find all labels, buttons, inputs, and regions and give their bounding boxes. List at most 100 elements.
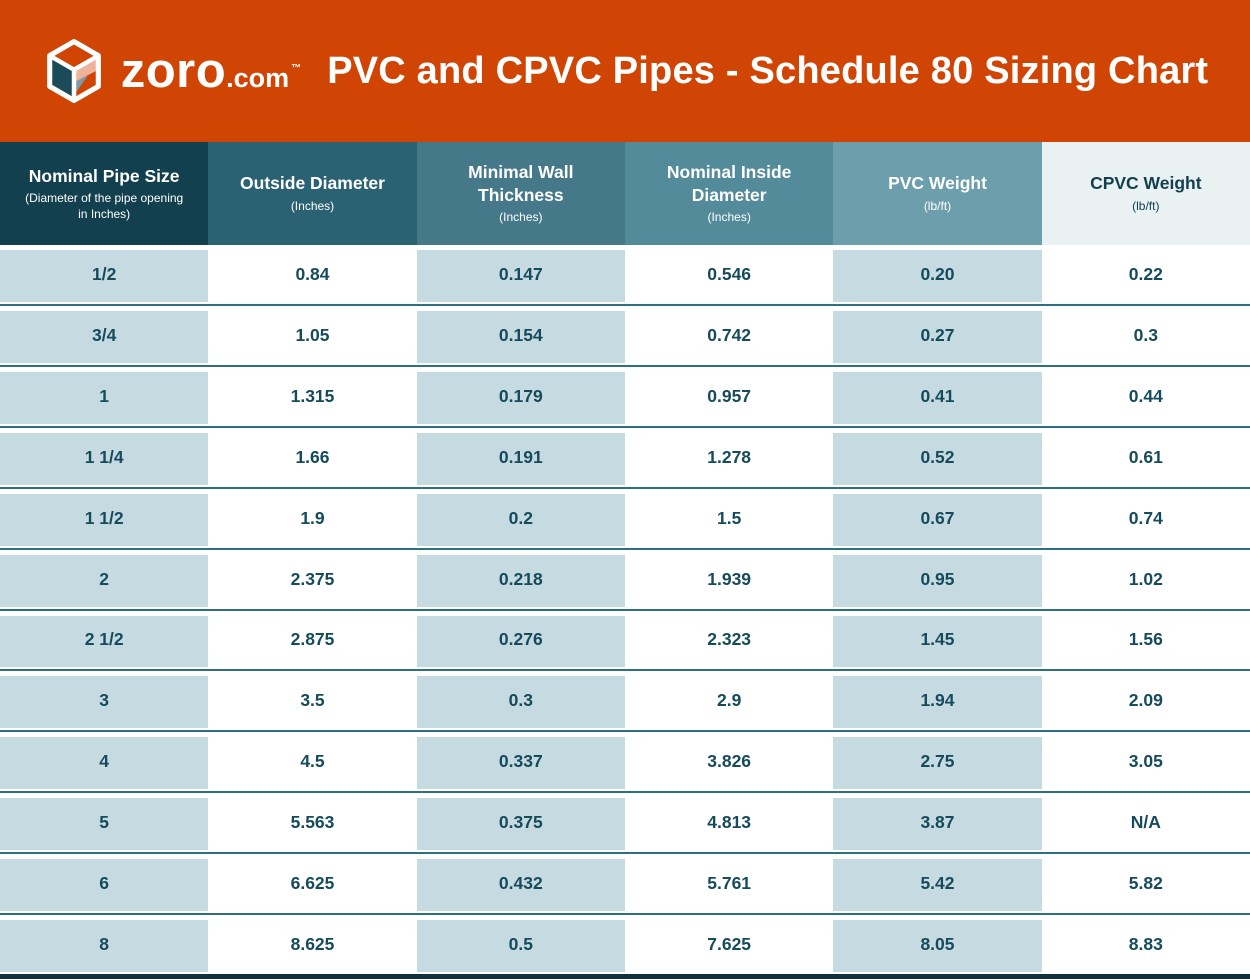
table-cell: 2.875 — [208, 610, 417, 670]
page-title: PVC and CPVC Pipes - Schedule 80 Sizing … — [327, 49, 1209, 92]
column-header-6: CPVC Weight (lb/ft) — [1041, 142, 1250, 245]
table-cell: 1 1/4 — [0, 427, 209, 487]
table-cell: 1.56 — [1041, 610, 1250, 670]
table-cell: 0.432 — [416, 854, 625, 914]
table-cell: 0.61 — [1041, 427, 1250, 487]
table-cell: 0.95 — [833, 549, 1042, 609]
table-cell: 0.957 — [624, 366, 834, 426]
table-cell: 2 1/2 — [0, 610, 209, 670]
table-cell: 0.3 — [1041, 305, 1250, 365]
table-cell: 8.83 — [1041, 915, 1250, 975]
table-cell: N/A — [1041, 793, 1250, 853]
table-cell: 0.41 — [833, 366, 1042, 426]
table-row: 8 8.625 0.5 7.625 8.05 8.83 — [0, 915, 1250, 975]
table-cell: 0.44 — [1041, 366, 1250, 426]
table-cell: 0.5 — [416, 915, 625, 975]
table-cell: 0.154 — [416, 305, 625, 365]
table-cell: 2 — [0, 549, 209, 609]
table-cell: 4.5 — [208, 732, 417, 792]
table-cell: 3.05 — [1041, 732, 1250, 792]
table-body: 1/2 0.84 0.147 0.546 0.20 0.22 3/4 1.05 0.154 0.7… — [0, 245, 1250, 975]
table-cell: 0.147 — [416, 245, 625, 304]
zoro-box-icon — [46, 39, 101, 103]
column-header-label: Nominal Pipe Size — [28, 165, 180, 186]
column-header-5: PVC Weight (lb/ft) — [833, 142, 1042, 245]
table-cell: 1.45 — [833, 610, 1042, 670]
column-header-1: Nominal Pipe Size (Diameter of the pipe o… — [0, 142, 209, 245]
table-cell: 0.276 — [416, 610, 625, 670]
table-cell: 4.813 — [624, 793, 834, 853]
table-cell: 3.5 — [208, 671, 417, 731]
table-cell: 0.2 — [416, 488, 625, 548]
table-cell: 0.218 — [416, 549, 625, 609]
table-cell: 0.337 — [416, 732, 625, 792]
table-cell: 3.87 — [833, 793, 1042, 853]
table-cell: 6 — [0, 854, 209, 914]
column-header-subtitle: (lb/ft) — [923, 199, 952, 214]
brand-wordmark: zoro .com ™ — [120, 43, 302, 98]
table-cell: 1 1/2 — [0, 488, 209, 548]
column-header-4: Nominal Inside Diameter (Inches) — [624, 142, 834, 245]
column-header-label: Outside Diameter — [240, 173, 385, 194]
table-cell: 5 — [0, 793, 209, 853]
table-row: 1 1/4 1.66 0.191 1.278 0.52 0.61 — [0, 427, 1250, 489]
column-header-2: Outside Diameter (Inches) — [208, 142, 417, 245]
table-cell: 0.84 — [208, 245, 417, 304]
sizing-table: Nominal Pipe Size (Diameter of the pipe o… — [0, 142, 1250, 979]
table-cell: 2.375 — [208, 549, 417, 609]
table-cell: 0.67 — [833, 488, 1042, 548]
table-cell: 1/2 — [0, 245, 209, 304]
table-cell: 1.315 — [208, 366, 417, 426]
table-row: 1 1.315 0.179 0.957 0.41 0.44 — [0, 366, 1250, 428]
table-cell: 2.323 — [624, 610, 834, 670]
table-cell: 4 — [0, 732, 209, 792]
table-cell: 5.563 — [208, 793, 417, 853]
table-cell: 1.9 — [208, 488, 417, 548]
table-cell: 0.27 — [833, 305, 1042, 365]
table-cell: 3 — [0, 671, 209, 731]
table-cell: 6.625 — [208, 854, 417, 914]
table-cell: 1.939 — [624, 549, 834, 609]
table-cell: 1.66 — [208, 427, 417, 487]
table-cell: 5.42 — [833, 854, 1042, 914]
table-cell: 1.02 — [1041, 549, 1250, 609]
table-cell: 0.742 — [624, 305, 834, 365]
brand-name: zoro — [120, 43, 227, 98]
table-cell: 0.74 — [1041, 488, 1250, 548]
brand-suffix: .com — [226, 62, 290, 93]
table-cell: 1 — [0, 366, 209, 426]
table-cell: 1.05 — [208, 305, 417, 365]
table-cell: 0.191 — [416, 427, 625, 487]
table-cell: 1.5 — [624, 488, 834, 548]
table-cell: 2.09 — [1041, 671, 1250, 731]
column-header-label: Minimal Wall Thickness — [468, 161, 574, 205]
table-row: 5 5.563 0.375 4.813 3.87 N/A — [0, 793, 1250, 855]
table-row: 1 1/2 1.9 0.2 1.5 0.67 0.74 — [0, 488, 1250, 550]
table-row: 1/2 0.84 0.147 0.546 0.20 0.22 — [0, 245, 1250, 306]
table-cell: 0.375 — [416, 793, 625, 853]
table-cell: 0.546 — [624, 245, 834, 304]
table-row: 6 6.625 0.432 5.761 5.42 5.82 — [0, 854, 1250, 916]
table-cell: 8.625 — [208, 915, 417, 975]
column-header-subtitle: (lb/ft) — [1132, 199, 1160, 214]
column-header-subtitle: (Inches) — [499, 210, 543, 225]
column-header-subtitle: (Inches) — [707, 210, 751, 225]
table-cell: 0.52 — [833, 427, 1042, 487]
table-row: 2 1/2 2.875 0.276 2.323 1.45 1.56 — [0, 610, 1250, 672]
table-cell: 1.94 — [833, 671, 1042, 731]
table-header-row: Nominal Pipe Size (Diameter of the pipe o… — [0, 142, 1250, 245]
table-cell: 2.75 — [833, 732, 1042, 792]
column-header-label: PVC Weight — [888, 173, 987, 194]
table-cell: 1.278 — [624, 427, 834, 487]
column-header-3: Minimal Wall Thickness (Inches) — [416, 142, 625, 245]
table-cell: 3/4 — [0, 305, 209, 365]
table-row: 4 4.5 0.337 3.826 2.75 3.05 — [0, 732, 1250, 794]
table-cell: 0.22 — [1041, 245, 1250, 304]
table-row: 3/4 1.05 0.154 0.742 0.27 0.3 — [0, 305, 1250, 367]
zoro-logo: zoro .com ™ — [42, 37, 301, 105]
trademark-symbol: ™ — [291, 62, 302, 74]
column-header-label: CPVC Weight — [1090, 173, 1202, 194]
table-cell: 0.3 — [416, 671, 625, 731]
table-cell: 8 — [0, 915, 209, 975]
